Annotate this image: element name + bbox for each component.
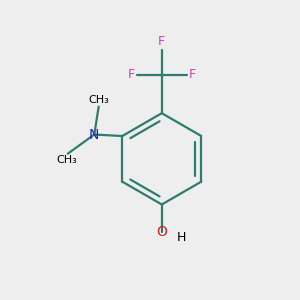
Text: F: F xyxy=(158,35,165,48)
Text: N: N xyxy=(89,128,100,142)
Text: CH₃: CH₃ xyxy=(56,155,77,165)
Text: O: O xyxy=(156,225,167,239)
Text: H: H xyxy=(177,231,187,244)
Text: F: F xyxy=(188,68,195,81)
Text: CH₃: CH₃ xyxy=(88,95,109,105)
Text: F: F xyxy=(128,68,135,81)
